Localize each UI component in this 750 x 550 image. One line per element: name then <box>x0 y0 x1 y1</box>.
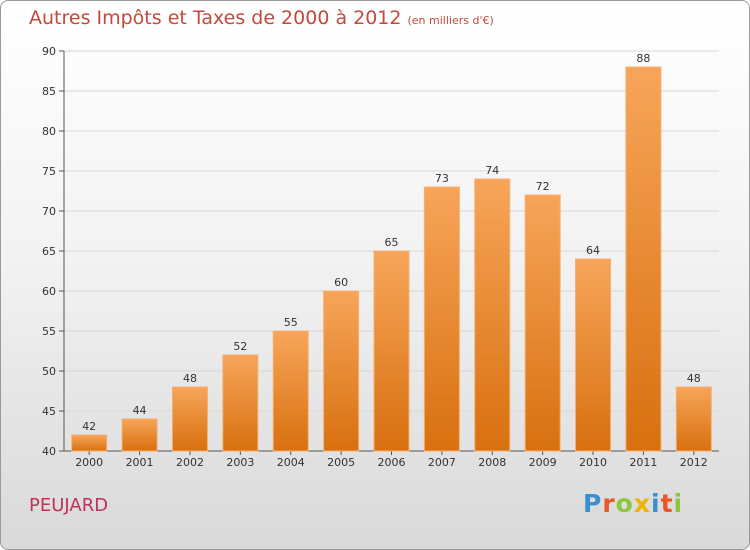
x-tick-label-2008: 2008 <box>478 456 506 469</box>
y-tick-label: 50 <box>42 365 56 378</box>
y-tick-label: 65 <box>42 245 56 258</box>
x-tick-label-2012: 2012 <box>680 456 708 469</box>
y-tick-label: 60 <box>42 285 56 298</box>
bar-2000 <box>71 434 108 452</box>
x-tick-label-2003: 2003 <box>226 456 254 469</box>
bar-2010 <box>575 258 612 452</box>
bars <box>71 66 712 452</box>
bar-2006 <box>373 250 410 452</box>
value-label-2009: 72 <box>536 180 550 193</box>
x-tick-label-2005: 2005 <box>327 456 355 469</box>
logo-letter: i <box>673 489 684 518</box>
bar-2003 <box>222 354 259 452</box>
value-label-2003: 52 <box>233 340 247 353</box>
chart-title-block: Autres Impôts et Taxes de 2000 à 2012 (en… <box>29 7 494 29</box>
bar-2008 <box>474 178 511 452</box>
y-tick-label: 40 <box>42 445 56 458</box>
bar-2011 <box>625 66 662 452</box>
value-label-2008: 74 <box>485 164 499 177</box>
x-tick-label-2009: 2009 <box>529 456 557 469</box>
x-tick-label-2011: 2011 <box>629 456 657 469</box>
value-label-2011: 88 <box>636 52 650 65</box>
value-label-2006: 65 <box>385 236 399 249</box>
logo-letter: P <box>583 489 603 518</box>
y-tick-label: 70 <box>42 205 56 218</box>
logo-letter: r <box>602 489 616 518</box>
y-tick-label: 80 <box>42 125 56 138</box>
y-tick-label: 45 <box>42 405 56 418</box>
logo-letter: t <box>660 489 674 518</box>
value-label-2007: 73 <box>435 172 449 185</box>
x-tick-label-2006: 2006 <box>378 456 406 469</box>
place-name: PEUJARD <box>29 495 109 516</box>
bar-2004 <box>272 330 309 452</box>
chart-title: Autres Impôts et Taxes de 2000 à 2012 <box>29 7 402 29</box>
proxiti-logo: Proxiti <box>583 489 683 518</box>
value-label-2001: 44 <box>133 404 147 417</box>
y-tick-label: 75 <box>42 165 56 178</box>
y-tick-label: 55 <box>42 325 56 338</box>
x-tick-label-2001: 2001 <box>126 456 154 469</box>
chart-subtitle: (en milliers d'€) <box>407 14 494 27</box>
value-label-2012: 48 <box>687 372 701 385</box>
bar-2009 <box>524 194 561 452</box>
bar-2012 <box>675 386 712 452</box>
bar-2005 <box>323 290 360 452</box>
x-tick-label-2002: 2002 <box>176 456 204 469</box>
y-tick-label: 90 <box>42 45 56 58</box>
bar-2007 <box>423 186 460 452</box>
value-label-2002: 48 <box>183 372 197 385</box>
logo-letter: i <box>651 489 661 518</box>
y-tick-label: 85 <box>42 85 56 98</box>
bar-2002 <box>171 386 208 452</box>
x-tick-label-2000: 2000 <box>75 456 103 469</box>
value-label-2004: 55 <box>284 316 298 329</box>
logo-letter: x <box>633 489 651 518</box>
bar-2001 <box>121 418 158 452</box>
value-label-2000: 42 <box>82 420 96 433</box>
value-label-2010: 64 <box>586 244 600 257</box>
labels: 2000 42 2001 44 2002 48 2003 52 2004 55 2005 60 2006… <box>75 52 708 469</box>
logo-letter: o <box>615 489 634 518</box>
x-tick-label-2010: 2010 <box>579 456 607 469</box>
x-tick-label-2007: 2007 <box>428 456 456 469</box>
value-label-2005: 60 <box>334 276 348 289</box>
x-tick-label-2004: 2004 <box>277 456 305 469</box>
